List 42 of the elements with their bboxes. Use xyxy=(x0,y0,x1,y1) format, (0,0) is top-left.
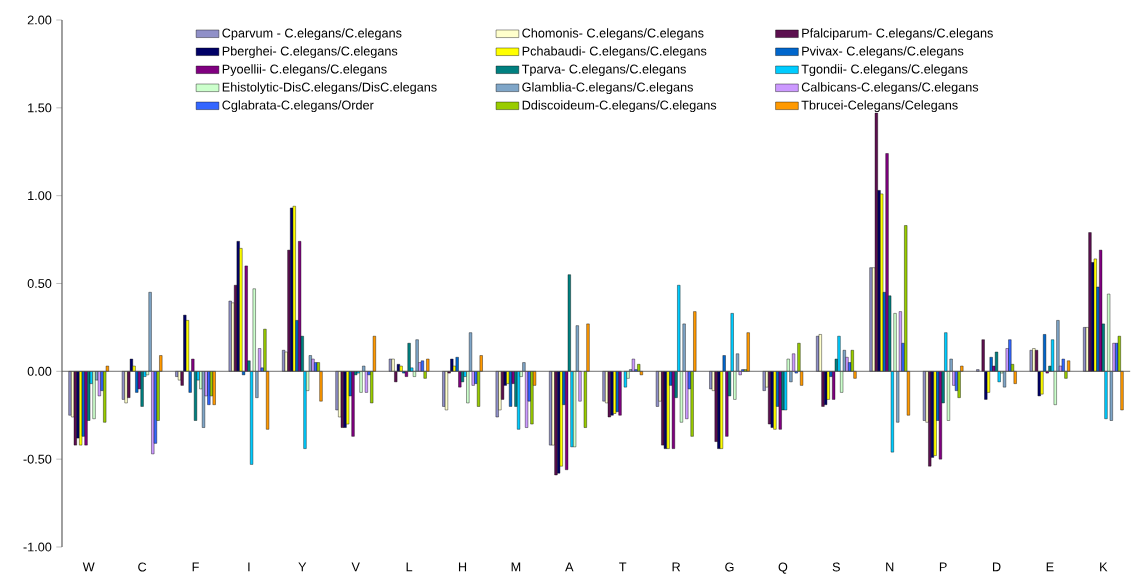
legend-label: Ehistolytic-DisC.elegans/DisC.elegans xyxy=(222,82,437,95)
x-tick-label: C xyxy=(138,562,147,572)
y-tick-label: 1.50 xyxy=(28,103,52,113)
legend-label: Tbrucei-Celegans/Celegans xyxy=(801,100,958,113)
x-tick-label: W xyxy=(82,562,95,572)
y-tick-label: -1.00 xyxy=(23,542,52,552)
x-tick-label: Y xyxy=(298,562,307,572)
x-tick-label: D xyxy=(992,562,1001,572)
x-tick-label: G xyxy=(725,562,734,572)
x-tick-label: F xyxy=(192,562,199,572)
x-tick-label: T xyxy=(619,562,627,572)
y-tick-label: 2.00 xyxy=(27,15,52,25)
x-tick-label: L xyxy=(406,562,413,572)
x-tick-label: M xyxy=(511,562,521,572)
y-tick-label: 0.00 xyxy=(27,366,52,376)
legend-label: Pvivax- C.elegans/C.elegans xyxy=(802,46,964,59)
legend-label: Pfalciparum- C.elegans/C.elegans xyxy=(802,28,993,41)
legend-label: Pchabaudi- C.elegans/C.elegans xyxy=(522,46,707,59)
x-tick-label: R xyxy=(672,562,681,572)
legend-label: Tparva- C.elegans/C.elegans xyxy=(521,64,686,77)
y-tick-label: 1.00 xyxy=(28,191,52,201)
legend-label: Chomonis- C.elegans/C.elegans xyxy=(522,28,704,41)
legend-label: Ddiscoideum-C.elegans/C.elegans xyxy=(522,100,717,113)
legend-label: Calbicans-C.elegans/C.elegans xyxy=(801,82,979,95)
x-tick-label: I xyxy=(248,562,250,572)
y-tick-label: 0.50 xyxy=(27,279,52,288)
x-tick-label: S xyxy=(832,562,840,572)
legend-label: Tgondii- C.elegans/C.elegans xyxy=(801,64,968,77)
x-tick-label: H xyxy=(458,562,467,572)
legend-label: Cglabrata-C.elegans/Order xyxy=(222,100,374,113)
x-tick-label: Q xyxy=(778,562,788,574)
x-tick-label: A xyxy=(565,562,574,572)
x-tick-label: N xyxy=(886,562,894,572)
x-tick-label: E xyxy=(1046,562,1054,572)
x-tick-label: K xyxy=(1100,562,1108,572)
x-tick-label: P xyxy=(939,562,947,572)
y-tick-label: -0.50 xyxy=(23,454,52,464)
legend-label: Glamblia-C.elegans/C.elegans xyxy=(522,82,693,95)
legend-label: Pyoellii- C.elegans/C.elegans xyxy=(222,64,387,77)
legend-label: Cparvum - C.elegans/C.elegans xyxy=(222,28,402,41)
legend-label: Pberghei- C.elegans/C.elegans xyxy=(222,46,398,59)
x-tick-label: V xyxy=(351,562,360,572)
